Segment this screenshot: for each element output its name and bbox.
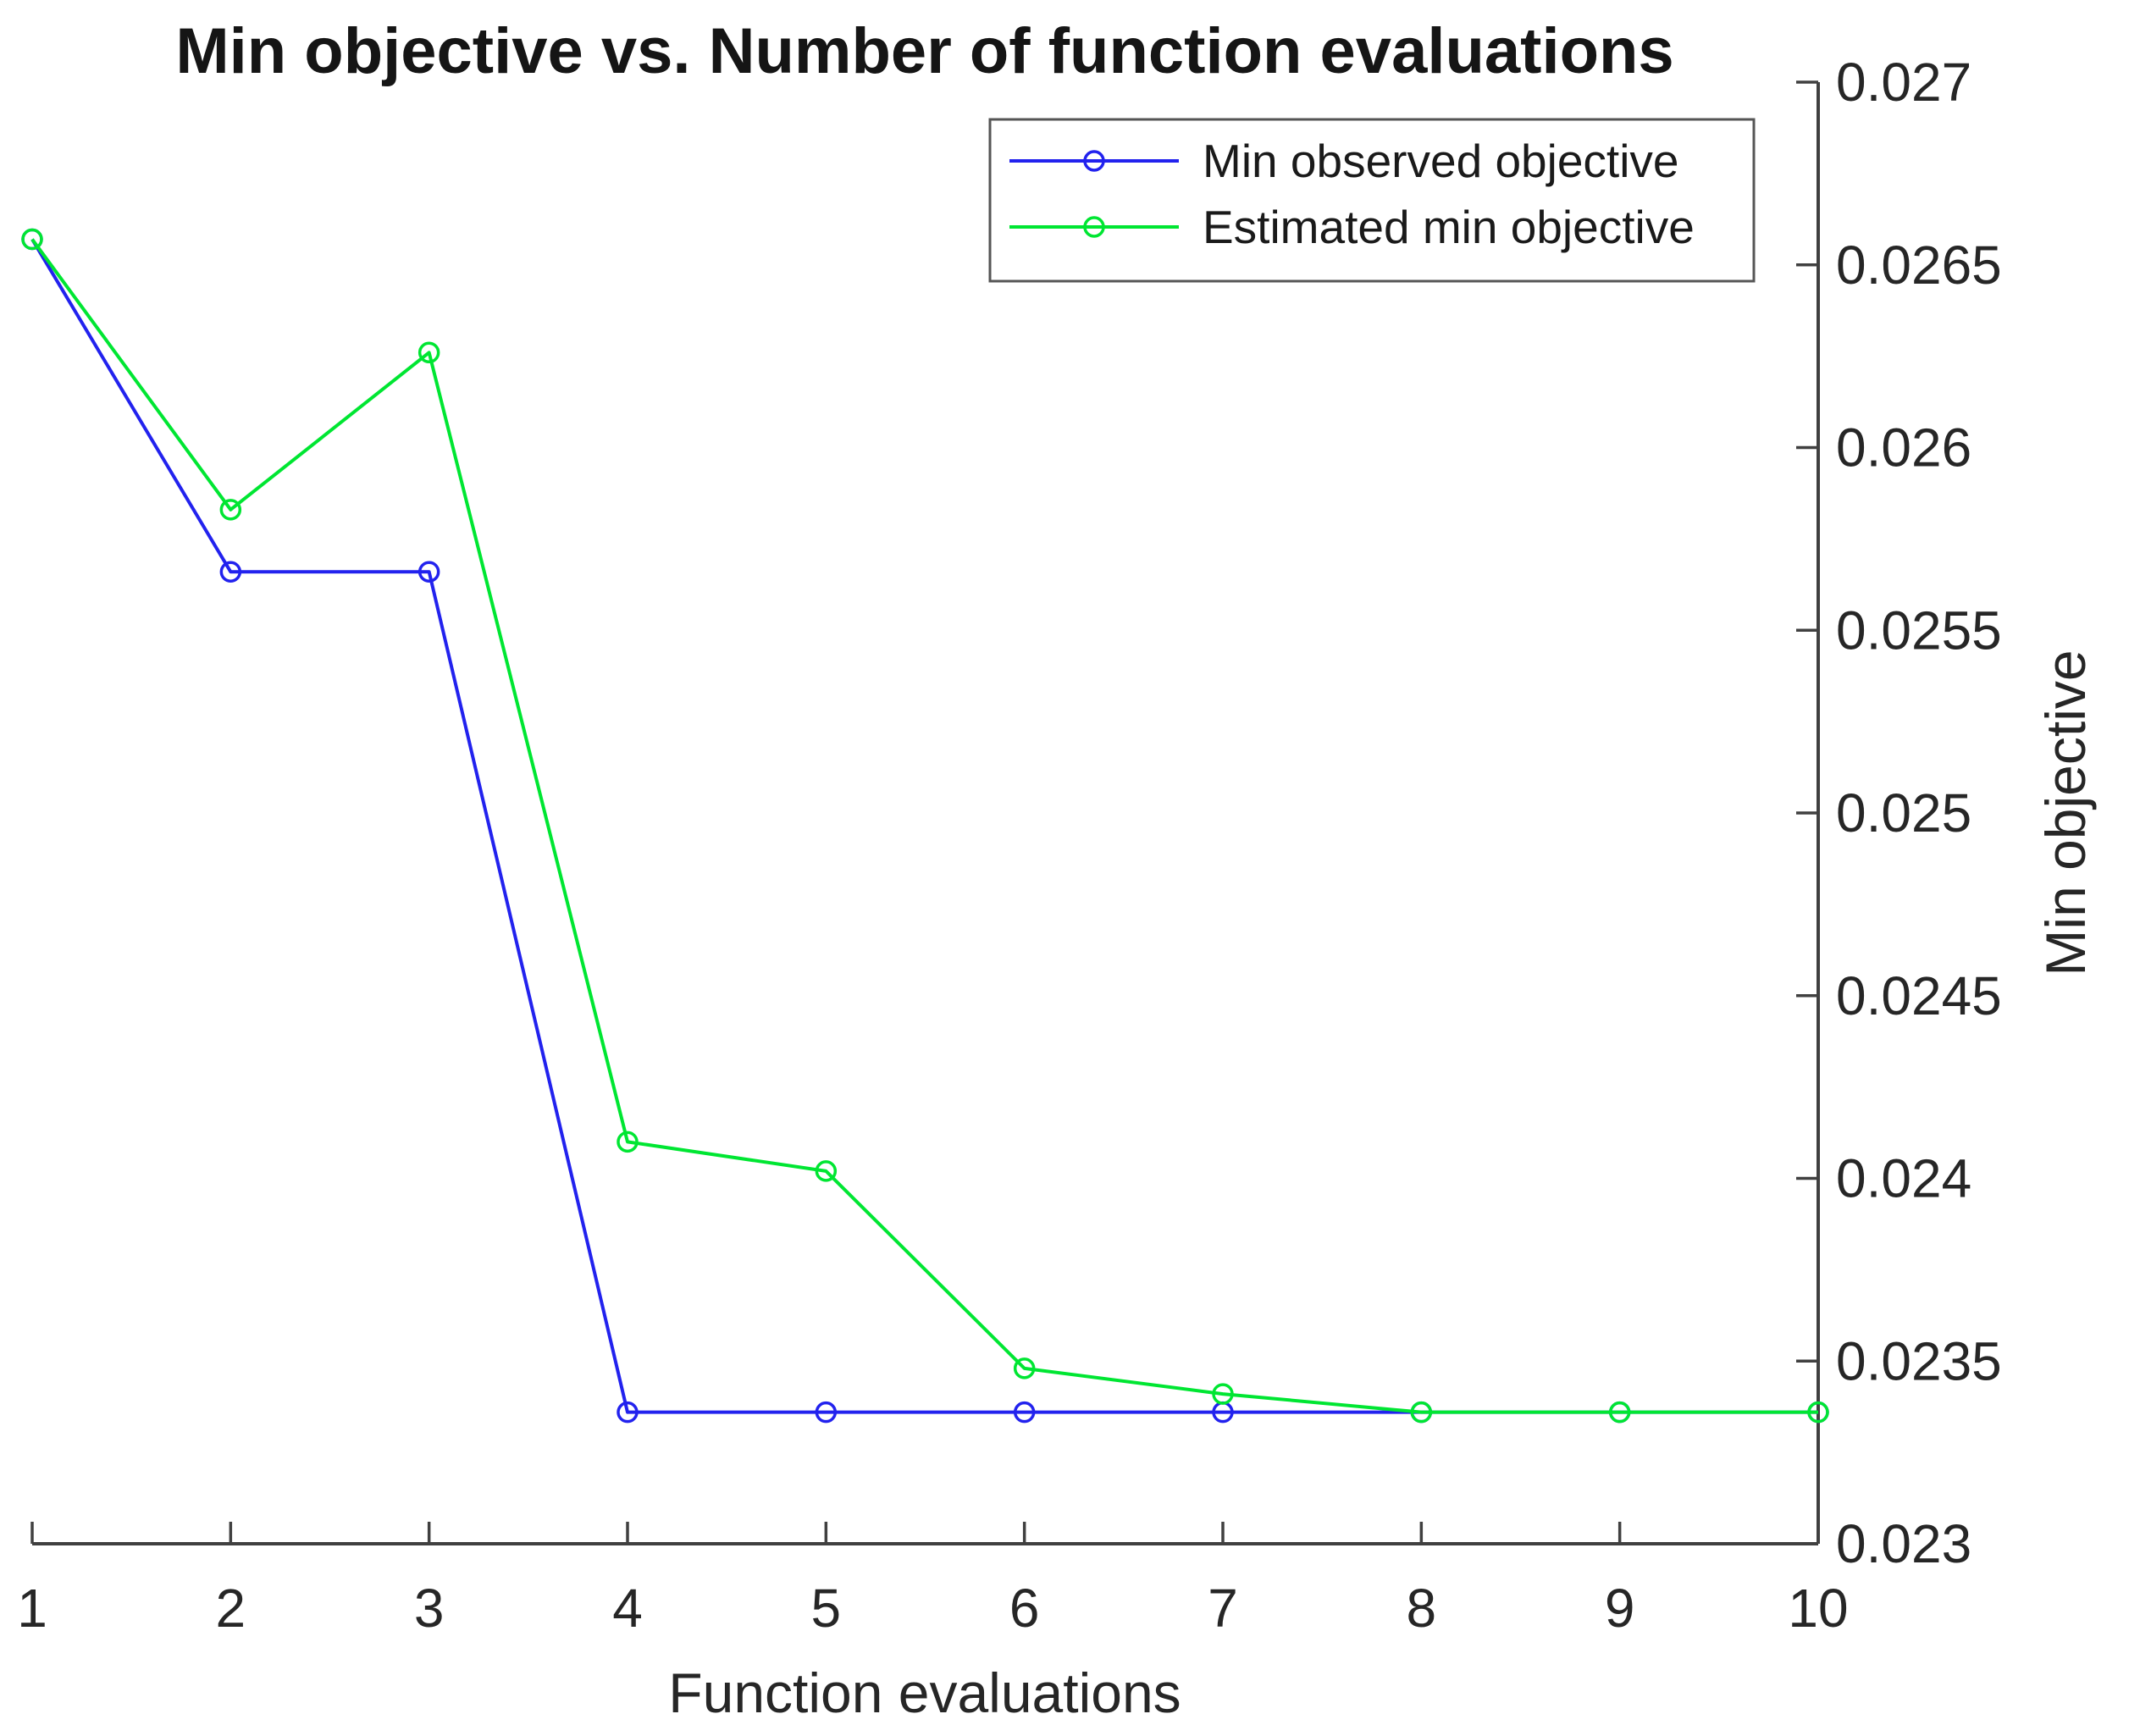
series-marker-1 <box>1608 1401 1631 1424</box>
y-tick-label: 0.027 <box>1836 52 1971 113</box>
series-marker-1 <box>219 499 242 521</box>
legend-label: Min observed objective <box>1203 135 1679 187</box>
chart-title: Min objective vs. Number of function eva… <box>175 15 1673 87</box>
series-marker-1 <box>1807 1401 1829 1424</box>
x-tick-label: 8 <box>1407 1578 1437 1639</box>
y-axis-label: Min objective <box>2034 650 2097 976</box>
legend-marker-sample <box>1083 216 1105 238</box>
legend-label: Estimated min objective <box>1203 201 1695 253</box>
y-tick-label: 0.023 <box>1836 1513 1971 1574</box>
series-marker-1 <box>1410 1401 1433 1424</box>
series-marker-0 <box>219 561 242 583</box>
series-marker-1 <box>1212 1383 1234 1405</box>
series-line-1 <box>30 238 1818 1414</box>
legend-box <box>988 118 1756 283</box>
series-line-0 <box>30 238 1818 1414</box>
series-marker-0 <box>418 561 440 583</box>
series-marker-1 <box>617 1131 639 1153</box>
x-tick-label: 10 <box>1788 1578 1848 1639</box>
series-layer <box>21 228 1829 1424</box>
legend-marker-sample <box>1083 150 1105 172</box>
series-marker-1 <box>418 341 440 364</box>
series-marker-0 <box>815 1401 838 1424</box>
y-tick-label: 0.0255 <box>1836 600 2002 661</box>
series-marker-1 <box>21 228 43 251</box>
axis-lines <box>32 82 1820 1545</box>
x-tick-label: 2 <box>216 1578 246 1639</box>
x-tick-label: 5 <box>811 1578 842 1639</box>
x-axis-label: Function evaluations <box>668 1661 1181 1724</box>
series-marker-0 <box>1013 1401 1036 1424</box>
legend: Min observed objective Estimated min obje… <box>988 118 1756 283</box>
x-tick-label: 1 <box>17 1578 47 1639</box>
series-marker-0 <box>617 1401 639 1424</box>
x-tick-label: 4 <box>612 1578 643 1639</box>
series-marker-1 <box>815 1160 838 1182</box>
x-tick-label: 3 <box>414 1578 445 1639</box>
y-tick-label: 0.026 <box>1836 417 1971 478</box>
y-tick-label: 0.0265 <box>1836 235 2002 296</box>
x-tick-label: 9 <box>1605 1578 1635 1639</box>
y-tick-label: 0.025 <box>1836 782 1971 843</box>
y-tick-label: 0.024 <box>1836 1148 1971 1209</box>
axes-layer: 1 2 3 4 5 6 7 8 9 100.023 0.0235 0.024 0.0245 0.025 0.… <box>17 52 2002 1639</box>
y-tick-label: 0.0235 <box>1836 1330 2002 1391</box>
x-tick-label: 7 <box>1208 1578 1238 1639</box>
x-tick-label: 6 <box>1009 1578 1040 1639</box>
y-tick-label: 0.0245 <box>1836 965 2002 1026</box>
series-marker-1 <box>1013 1357 1036 1379</box>
